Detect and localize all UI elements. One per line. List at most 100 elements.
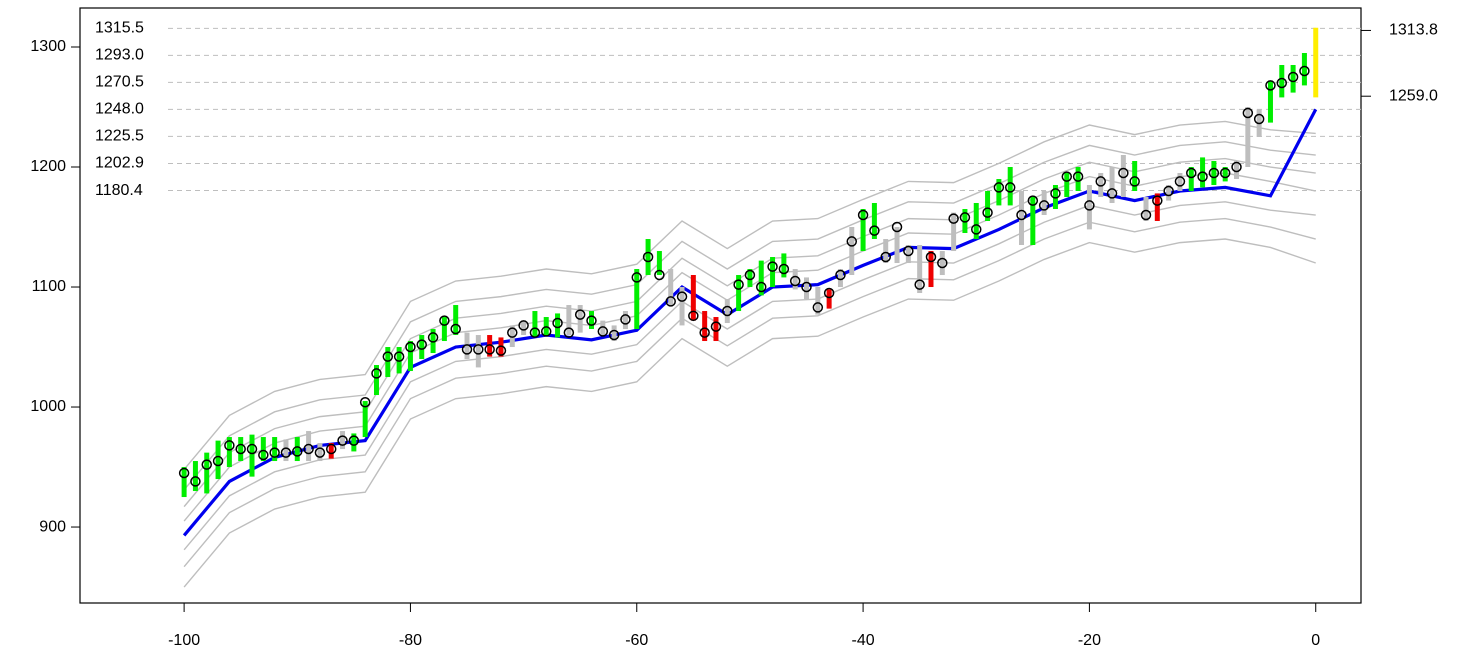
y-tick-label: 900 [39, 518, 66, 535]
close-point [337, 435, 348, 446]
close-point [563, 327, 575, 338]
close-point [880, 251, 891, 263]
close-point [574, 309, 586, 320]
level-label: 1248.0 [95, 101, 144, 118]
close-point [1231, 161, 1242, 173]
close-point [416, 339, 428, 350]
close-point [620, 314, 631, 325]
close-point [1061, 171, 1073, 182]
close-point [393, 351, 405, 362]
x-tick-label: -60 [625, 632, 648, 649]
close-point [948, 213, 959, 224]
close-point [755, 281, 767, 293]
band-line [183, 120, 1316, 470]
close-point [1186, 167, 1197, 179]
close-point [450, 323, 461, 335]
close-point [688, 310, 699, 322]
close-point [495, 345, 507, 356]
y-tick-label: 1200 [30, 158, 66, 175]
close-point [246, 443, 258, 455]
y-tick-label: 1100 [32, 278, 67, 295]
close-point [461, 344, 473, 355]
close-point [1027, 195, 1039, 206]
close-point [631, 272, 643, 283]
close-point [1016, 209, 1027, 221]
close-point [178, 467, 190, 479]
band-line [183, 217, 1316, 568]
close-point [914, 279, 925, 290]
close-point [1253, 113, 1265, 125]
close-point [1050, 188, 1061, 199]
close-point [382, 351, 394, 362]
band-line [183, 238, 1316, 588]
close-point [484, 344, 495, 355]
close-point [224, 440, 235, 451]
close-point [1152, 195, 1163, 206]
close-point [654, 269, 665, 281]
close-point [280, 447, 292, 458]
close-point [439, 315, 450, 326]
close-point [201, 459, 212, 470]
y2-tick-label: 1313.8 [1389, 22, 1438, 39]
close-point [1106, 188, 1118, 199]
close-point [676, 291, 688, 302]
x-tick-label: -80 [399, 632, 422, 649]
close-point [1072, 171, 1084, 182]
band-line [183, 141, 1316, 491]
level-label: 1202.9 [95, 155, 144, 172]
close-point [857, 209, 869, 221]
close-point [518, 320, 529, 331]
close-point [427, 332, 439, 343]
close-point [348, 435, 360, 446]
plot-frame [79, 7, 1362, 604]
close-point [903, 245, 914, 257]
close-point [212, 455, 224, 467]
close-point [722, 305, 733, 317]
close-point [642, 251, 654, 263]
close-point [835, 269, 846, 281]
band-line [183, 201, 1316, 551]
close-point [778, 263, 790, 275]
y-tick-label: 1000 [30, 398, 66, 415]
close-point [1219, 167, 1231, 179]
close-point [665, 296, 676, 307]
level-label: 1180.4 [95, 182, 143, 199]
close-point [269, 447, 280, 458]
close-point [1038, 200, 1050, 211]
close-point [1276, 77, 1288, 89]
level-label: 1225.5 [95, 128, 144, 145]
close-point [767, 261, 778, 272]
close-point [1299, 65, 1310, 77]
close-point [1004, 182, 1016, 193]
close-point [744, 269, 756, 281]
close-point [937, 257, 948, 269]
close-point [540, 326, 552, 337]
band-line [183, 172, 1316, 522]
close-point [552, 317, 563, 329]
x-tick-label: 0 [1311, 632, 1320, 649]
close-point [325, 443, 337, 455]
close-point [1095, 176, 1106, 187]
close-point [1129, 176, 1140, 187]
close-point [597, 326, 609, 337]
close-point [710, 321, 722, 332]
close-point [812, 302, 824, 313]
close-point [314, 447, 326, 458]
close-point [789, 275, 801, 287]
close-point [190, 476, 201, 487]
close-point [733, 279, 744, 290]
close-point [235, 443, 246, 455]
close-point [608, 329, 620, 341]
close-point [371, 368, 382, 379]
x-tick-label: -20 [1078, 632, 1101, 649]
close-point [1174, 176, 1186, 187]
close-point [1197, 171, 1208, 182]
close-point [529, 327, 541, 338]
close-point [846, 236, 858, 247]
close-point [891, 221, 903, 233]
close-point [959, 212, 971, 223]
level-label: 1293.0 [95, 47, 144, 64]
close-point [699, 327, 710, 338]
close-point [586, 315, 597, 326]
